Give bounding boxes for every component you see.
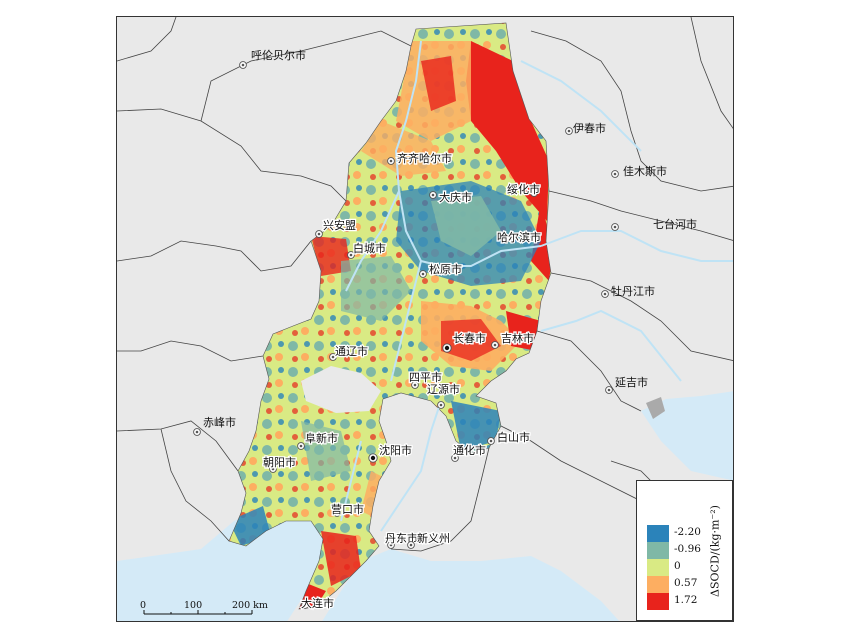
city-label: 松原市	[429, 262, 462, 276]
city-marker: 伊春市	[565, 121, 606, 135]
legend-swatch	[647, 525, 669, 542]
legend-swatch	[647, 559, 669, 576]
city-label: 吉林市	[501, 331, 534, 345]
city-label: 伊春市	[573, 121, 606, 135]
city-marker: 长春市	[442, 330, 487, 353]
legend-item: 0.57	[647, 576, 707, 593]
city-label: 大连市	[301, 596, 334, 610]
city-label: 七台河市	[653, 217, 697, 231]
scale-label-100: 100	[184, 600, 203, 611]
city-label: 呼伦贝尔市	[251, 48, 306, 62]
legend-item: -2.20	[647, 525, 707, 542]
city-marker: 牡丹江市	[601, 284, 655, 298]
city-marker: 七台河市	[611, 217, 697, 231]
city-label: 辽源市	[427, 382, 460, 396]
city-label: 通辽市	[335, 344, 368, 358]
legend-item: -0.96	[647, 542, 707, 559]
city-marker: 四平市	[408, 369, 443, 389]
city-label: 佳木斯市	[623, 164, 667, 178]
legend-swatch	[647, 576, 669, 593]
scale-label-200: 200 km	[232, 600, 268, 611]
legend-label: 0	[674, 560, 681, 572]
city-marker: 佳木斯市	[611, 164, 667, 178]
legend-label: -0.96	[674, 543, 701, 555]
legend-title: ΔSOCD/(kg·m⁻²)	[708, 505, 722, 597]
city-marker: 朝阳市	[262, 454, 297, 473]
city-label: 通化市	[453, 443, 486, 457]
city-label: 长春市	[453, 331, 486, 345]
city-marker: 赤峰市	[193, 415, 236, 436]
city-marker: 通辽市	[329, 343, 369, 361]
city-marker: 白城市	[347, 240, 387, 259]
city-marker: 沈阳市	[368, 442, 413, 463]
legend-swatch	[647, 542, 669, 559]
legend-swatch	[647, 593, 669, 610]
legend: -2.20 -0.96 0 0.57 1.72 ΔSOCD/(kg·m⁻²)	[636, 480, 733, 621]
city-label: 沈阳市	[379, 443, 412, 457]
rivers	[340, 40, 733, 532]
city-label: 阜新市	[305, 431, 338, 445]
city-label: 牡丹江市	[611, 284, 655, 298]
admin-boundaries	[117, 17, 733, 552]
city-marker: 绥化市	[506, 181, 542, 198]
legend-label: 0.57	[674, 577, 698, 589]
scale-bar: 0 100 200 km	[140, 598, 280, 622]
city-label: 绥化市	[507, 182, 540, 196]
city-marker: 齐齐哈尔市	[387, 150, 453, 166]
city-label: 兴安盟	[323, 218, 356, 232]
city-marker: 呼伦贝尔市	[239, 48, 306, 69]
city-marker: 兴安盟	[315, 217, 357, 238]
city-marker: 大庆市	[429, 189, 473, 205]
city-marker: 白山市	[487, 429, 531, 445]
scale-bar-line	[143, 610, 253, 615]
city-label: 朝阳市	[263, 455, 296, 469]
city-marker: 哈尔滨市	[496, 229, 543, 246]
city-marker: 通化市	[451, 442, 487, 462]
scale-label-0: 0	[140, 600, 147, 611]
city-label: 赤峰市	[203, 415, 236, 429]
legend-item: 1.72	[647, 593, 707, 610]
city-marker: 延吉市	[605, 375, 648, 394]
city-label: 四平市	[409, 370, 442, 384]
city-label: 新义州	[417, 531, 450, 545]
city-label: 营口市	[331, 502, 364, 516]
region-gap	[301, 366, 381, 413]
legend-item: 0	[647, 559, 707, 576]
city-label: 哈尔滨市	[497, 230, 541, 244]
city-marker: 吉林市	[491, 330, 535, 349]
legend-label: 1.72	[674, 594, 698, 606]
city-label: 齐齐哈尔市	[397, 151, 452, 165]
city-marker: 营口市	[330, 501, 366, 518]
legend-label: -2.20	[674, 526, 701, 538]
city-label: 白城市	[353, 241, 386, 255]
city-label: 大庆市	[439, 190, 472, 204]
city-marker: 阜新市	[297, 430, 339, 450]
city-label: 延吉市	[615, 375, 648, 389]
city-marker: 新义州	[407, 530, 451, 549]
yellow-sea	[322, 549, 620, 621]
map-frame: 呼伦贝尔市伊春市齐齐哈尔市佳木斯市大庆市 绥化市七台河市 兴安盟哈尔滨市白城市松原市…	[116, 16, 734, 622]
study-region-outline	[228, 22, 552, 610]
bohai-sea	[117, 506, 346, 621]
city-marker: 松原市	[419, 261, 463, 278]
city-marker: 大连市	[300, 595, 336, 612]
sea-of-japan	[641, 391, 733, 481]
lake-patch	[646, 397, 665, 419]
city-label: 白山市	[497, 430, 530, 444]
city-marker: 辽源市	[426, 381, 461, 409]
